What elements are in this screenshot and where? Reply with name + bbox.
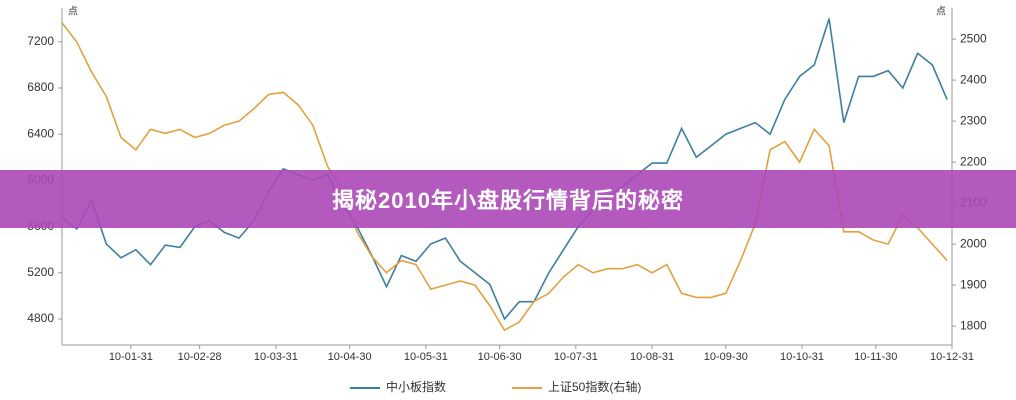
y2-tick-label: 2500	[960, 31, 987, 45]
banner-title: 揭秘2010年小盘股行情背后的秘密	[0, 170, 1016, 228]
y2-tick-label: 1900	[960, 277, 987, 291]
x-tick-label: 10-09-30	[704, 351, 748, 363]
y2-tick-label: 1800	[960, 318, 987, 332]
y-tick-label: 4800	[27, 311, 54, 325]
legend-label: 上证50指数(右轴)	[548, 379, 641, 394]
x-tick-label: 10-07-31	[554, 351, 598, 363]
x-tick-label: 10-03-31	[254, 351, 298, 363]
x-tick-label: 10-01-31	[109, 351, 153, 363]
series-line	[61, 22, 948, 332]
series-line	[61, 18, 948, 321]
x-tick-label: 10-04-30	[328, 351, 372, 363]
y-tick-label: 5200	[27, 265, 54, 279]
x-tick-label: 10-02-28	[178, 351, 222, 363]
x-tick-label: 10-06-30	[478, 351, 522, 363]
y-tick-label: 6400	[27, 126, 54, 140]
x-tick-label: 10-11-30	[854, 351, 897, 363]
y2-tick-label: 2200	[960, 154, 987, 168]
x-tick-label: 10-12-31	[930, 351, 974, 363]
legend-label: 中小板指数	[386, 379, 446, 394]
x-tick-label: 10-05-31	[404, 351, 448, 363]
y2-unit: 点	[936, 6, 946, 18]
y2-tick-label: 2000	[960, 236, 987, 250]
x-tick-label: 10-08-31	[630, 351, 674, 363]
x-tick-label: 10-10-31	[780, 351, 824, 363]
y2-tick-label: 2400	[960, 72, 987, 86]
y2-tick-label: 2300	[960, 113, 987, 127]
y-tick-label: 7200	[27, 34, 54, 48]
y-tick-label: 6800	[27, 80, 54, 94]
y-unit: 点	[68, 6, 78, 18]
